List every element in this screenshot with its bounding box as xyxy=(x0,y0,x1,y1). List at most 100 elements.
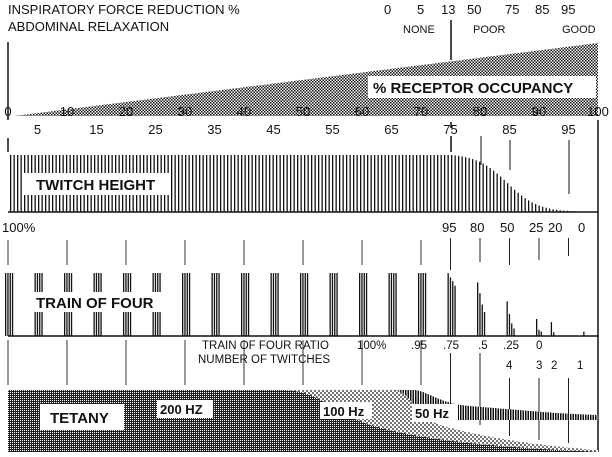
twitch-bar xyxy=(503,179,505,212)
twitch-bar xyxy=(255,155,257,212)
twitch-bar xyxy=(556,209,558,212)
twitch-bar xyxy=(283,155,285,212)
receptor-scale: 0 10 20 30 40 50 60 70 80 90 100 5 15 25 35 45 55 65 75 85 9… xyxy=(4,104,608,137)
twitch-bar xyxy=(199,155,201,212)
twitch-count: 4 xyxy=(506,360,513,372)
tof-bar xyxy=(449,277,452,336)
tof-bar xyxy=(452,281,454,336)
tof-bar xyxy=(418,273,420,336)
twitch-bar xyxy=(335,155,337,212)
tof-bar xyxy=(277,273,279,336)
ratio-value: .5 xyxy=(478,340,488,352)
twitch-bar xyxy=(216,155,218,212)
scale-major-label: 50 xyxy=(296,104,310,119)
tof-100-label: 100% xyxy=(2,220,36,235)
twitch-bar xyxy=(262,155,264,212)
twitch-bar xyxy=(251,155,253,212)
tof-bar xyxy=(300,273,302,336)
inspiratory-value: 75 xyxy=(505,2,519,17)
tof-bar xyxy=(506,301,508,336)
ratio-value: .25 xyxy=(503,340,519,352)
ratio-value: .95 xyxy=(411,340,427,352)
twitch-bar xyxy=(241,155,243,212)
tof-bar xyxy=(390,273,393,336)
tof-bar xyxy=(11,273,14,336)
tof-bar xyxy=(553,332,555,336)
twitch-bar xyxy=(461,156,463,212)
scale-minor-label: 5 xyxy=(34,122,41,137)
twitch-bar xyxy=(440,155,442,212)
tof-bar xyxy=(218,273,220,336)
tof-bar xyxy=(247,273,250,336)
scale-major-label: 30 xyxy=(178,104,192,119)
tof-top-label: 95 xyxy=(442,220,456,235)
scale-major-label: 20 xyxy=(119,104,133,119)
scale-minor-label: 45 xyxy=(266,122,280,137)
twitch-bar xyxy=(514,189,516,212)
twitch-bar xyxy=(311,155,313,212)
scale-major-label: 40 xyxy=(237,104,251,119)
scale-major-label: 90 xyxy=(532,104,546,119)
twitch-bar xyxy=(367,155,369,212)
inspiratory-value: 13 xyxy=(441,2,455,17)
twitch-bar xyxy=(339,155,341,212)
abdominal-relaxation-title: ABDOMINAL RELAXATION xyxy=(8,19,169,34)
twitch-bar xyxy=(437,155,439,212)
tof-bar xyxy=(336,273,338,336)
twitch-bar xyxy=(300,155,302,212)
twitch-bar xyxy=(181,155,183,212)
tetany-label: TETANY xyxy=(50,410,109,427)
tof-bar xyxy=(7,273,9,336)
twitch-count: 2 xyxy=(551,360,557,372)
tof-bar xyxy=(329,273,331,336)
scale-major-label: 70 xyxy=(414,104,428,119)
twitch-bar xyxy=(314,155,316,212)
relaxation-good: GOOD xyxy=(562,24,596,36)
twitch-bar xyxy=(521,195,523,212)
tof-bar xyxy=(538,329,540,336)
twitch-bar xyxy=(559,210,561,212)
twitch-bar xyxy=(237,155,239,212)
twitch-bar xyxy=(486,165,488,212)
twitch-bar xyxy=(402,155,404,212)
tof-bar xyxy=(9,273,11,336)
twitch-bar xyxy=(297,155,299,212)
tof-bar xyxy=(211,273,213,336)
twitch-bar xyxy=(269,155,271,212)
tof-ratio-title: TRAIN OF FOUR RATIO xyxy=(202,340,329,352)
scale-minor-label: 85 xyxy=(502,122,516,137)
tof-bar xyxy=(361,273,363,336)
tof-top-label: 0 xyxy=(578,220,585,235)
twitch-bar xyxy=(279,155,281,212)
tof-bar xyxy=(304,273,306,336)
twitch-bar xyxy=(244,155,246,212)
twitch-bar xyxy=(370,155,372,212)
twitch-bar xyxy=(286,155,288,212)
freq-box xyxy=(320,402,372,419)
twitch-bar xyxy=(465,157,467,212)
tof-bar xyxy=(216,273,218,336)
scale-minor-label: 15 xyxy=(89,122,103,137)
twitch-bar xyxy=(230,155,232,212)
twitch-bar xyxy=(482,163,484,212)
twitch-bar xyxy=(206,155,208,212)
twitch-bar xyxy=(433,155,435,212)
relaxation-none: NONE xyxy=(403,24,435,36)
tof-bar xyxy=(243,273,245,336)
twitch-bar xyxy=(248,155,250,212)
twitch-bar xyxy=(409,155,411,212)
twitch-bar xyxy=(360,155,362,212)
twitch-bar xyxy=(213,155,215,212)
scale-minor-label: 55 xyxy=(325,122,339,137)
tof-bar xyxy=(241,273,243,336)
tof-bar xyxy=(454,285,456,336)
twitch-bar xyxy=(321,155,323,212)
twitch-bar xyxy=(346,155,348,212)
twitch-bar xyxy=(20,155,22,212)
twitch-bar xyxy=(374,155,376,212)
scale-minor-label: 25 xyxy=(148,122,162,137)
twitch-bar xyxy=(349,155,351,212)
scale-major-label: 60 xyxy=(355,104,369,119)
twitch-bar xyxy=(472,159,474,212)
